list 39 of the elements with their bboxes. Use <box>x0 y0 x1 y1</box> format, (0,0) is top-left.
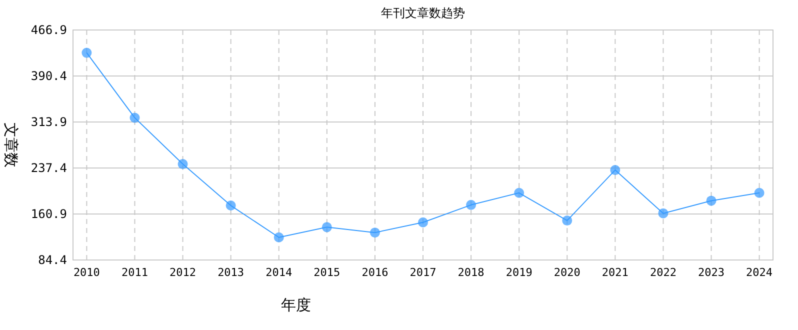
y-tick-label: 84.4 <box>38 253 67 267</box>
point <box>418 217 428 228</box>
point <box>82 48 92 58</box>
y-tick-label: 160.9 <box>30 207 67 221</box>
y-tick-label: 390.4 <box>30 69 67 83</box>
x-tick-label: 2014 <box>266 266 292 279</box>
x-tick-label: 2023 <box>698 266 725 279</box>
x-tick-label: 2019 <box>506 266 532 279</box>
y-tick-label: 313.9 <box>30 115 67 129</box>
y-axis-title: 文章数 <box>2 122 20 168</box>
x-tick-label: 2016 <box>362 266 388 279</box>
point <box>130 112 140 123</box>
x-tick-label: 2011 <box>121 266 148 279</box>
point <box>562 216 572 226</box>
point <box>514 188 524 198</box>
x-tick-label: 2017 <box>410 266 436 279</box>
point <box>706 196 716 206</box>
point <box>466 200 476 210</box>
y-tick-label: 237.4 <box>30 161 67 175</box>
x-tick-label: 2024 <box>746 266 773 279</box>
point <box>274 232 284 242</box>
x-tick-label: 2021 <box>602 266 628 279</box>
point <box>610 165 620 176</box>
point <box>178 159 188 170</box>
point <box>754 188 764 198</box>
point <box>370 228 380 238</box>
x-tick-label: 2018 <box>458 266 484 279</box>
x-axis-title: 年度 <box>281 296 311 314</box>
x-tick-label: 2015 <box>314 266 340 279</box>
chart-title: 年刊文章数趋势 <box>381 6 465 20</box>
x-tick-label: 2022 <box>650 266 676 279</box>
x-tick-label: 2012 <box>170 266 196 279</box>
point <box>226 200 236 211</box>
y-tick-label: 466.9 <box>30 23 67 37</box>
point <box>658 208 668 218</box>
x-tick-label: 2013 <box>218 266 244 279</box>
point <box>322 222 332 232</box>
x-tick-label: 2010 <box>73 266 100 279</box>
x-tick-label: 2020 <box>554 266 580 279</box>
